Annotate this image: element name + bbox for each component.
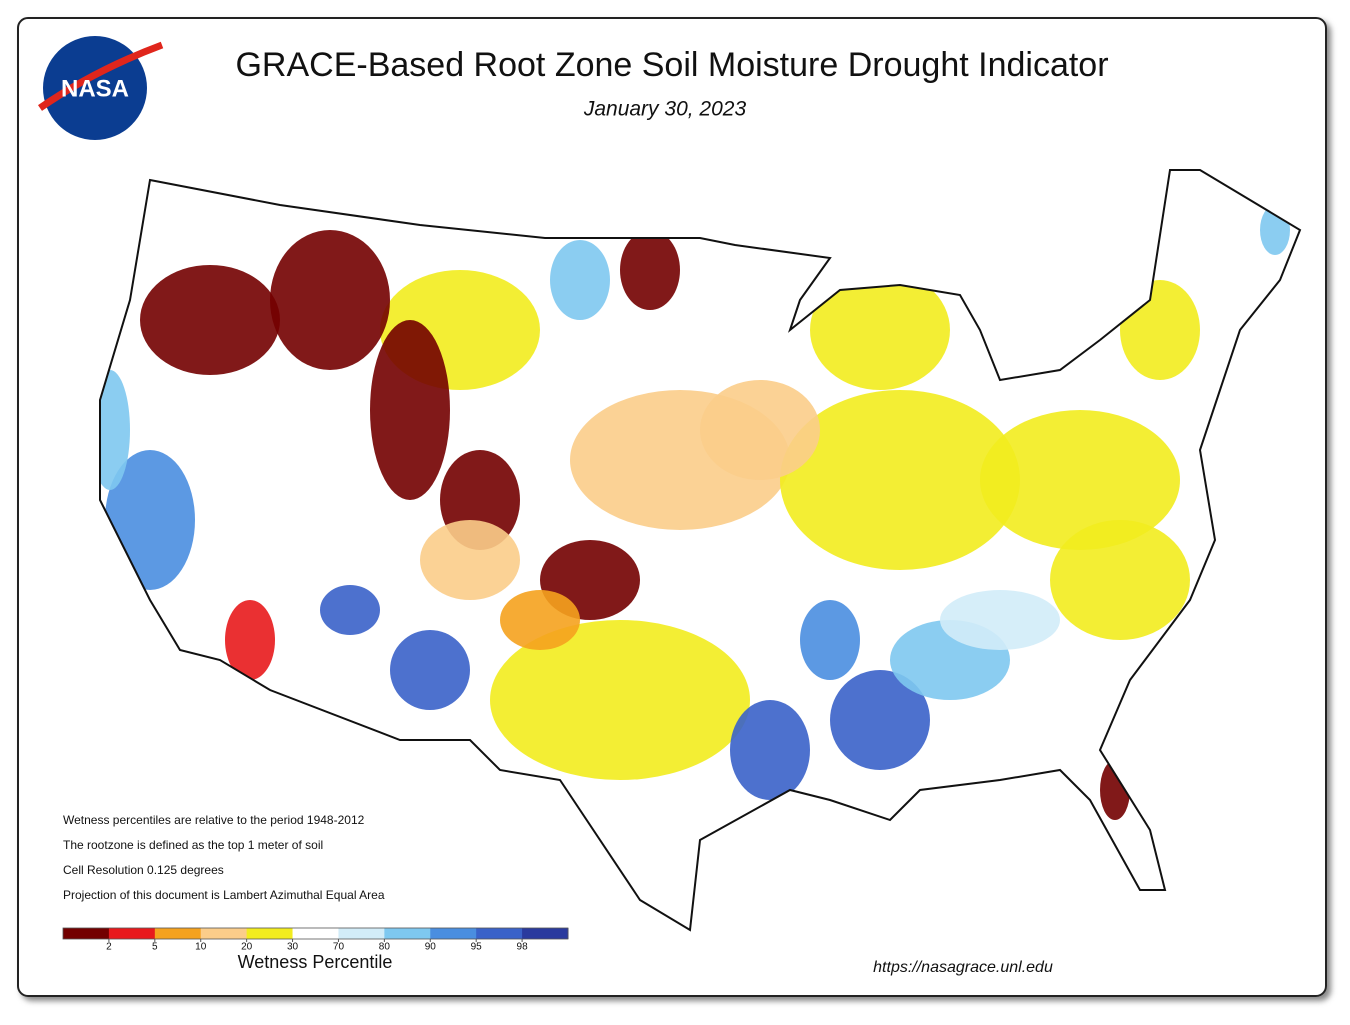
- legend-border: [62, 927, 569, 940]
- legend-tick-label: 70: [333, 942, 345, 953]
- notes: Wetness percentiles are relative to the …: [63, 813, 385, 902]
- moisture-patch: [780, 390, 1020, 570]
- moisture-patch: [390, 630, 470, 710]
- logo-swoosh: [38, 41, 164, 111]
- moisture-patch: [1050, 520, 1190, 640]
- legend-tick-label: 5: [152, 942, 158, 953]
- moisture-patch: [940, 590, 1060, 650]
- legend-tick-label: 2: [106, 942, 112, 953]
- moisture-patch: [100, 370, 130, 490]
- moisture-patch: [830, 670, 930, 770]
- legend-swatch: [476, 928, 523, 939]
- note: Cell Resolution 0.125 degrees: [63, 863, 224, 877]
- legend: 2 5 10 20 30 70 80 90 95 98: [62, 927, 569, 953]
- legend-tick-label: 90: [425, 942, 437, 953]
- title: GRACE-Based Root Zone Soil Moisture Drou…: [235, 46, 1108, 84]
- legend-swatch: [430, 928, 477, 939]
- legend-tick-label: 80: [379, 942, 391, 953]
- moisture-patch: [320, 585, 380, 635]
- legend-swatch: [338, 928, 385, 939]
- moisture-patch: [550, 240, 610, 320]
- legend-swatch: [200, 928, 248, 939]
- note: The rootzone is defined as the top 1 met…: [63, 838, 323, 852]
- moisture-patch: [800, 600, 860, 680]
- moisture-patch: [370, 320, 450, 500]
- legend-title: Wetness Percentile: [238, 952, 393, 972]
- legend-tick-label: 10: [195, 942, 207, 953]
- moisture-patch: [700, 380, 820, 480]
- legend-swatch: [154, 928, 202, 939]
- moisture-patch: [490, 620, 750, 780]
- moisture-patch: [810, 270, 950, 390]
- legend-swatch: [246, 928, 294, 939]
- legend-swatch: [384, 928, 431, 939]
- moisture-patch: [500, 590, 580, 650]
- legend-tick-label: 95: [471, 942, 483, 953]
- moisture-patch: [980, 410, 1180, 550]
- date: January 30, 2023: [583, 98, 747, 121]
- legend-swatch: [522, 928, 569, 939]
- legend-swatch: [108, 928, 156, 939]
- legend-swatch: [292, 928, 339, 939]
- moisture-patch: [140, 265, 280, 375]
- moisture-patch: [730, 700, 810, 800]
- source-url: https://nasagrace.unl.edu: [873, 959, 1053, 976]
- legend-tick-label: 20: [241, 942, 253, 953]
- moisture-patch: [620, 230, 680, 310]
- moisture-patch: [270, 230, 390, 370]
- moisture-patch: [420, 520, 520, 600]
- legend-tick-label: 98: [517, 942, 529, 953]
- moisture-patch: [225, 600, 275, 680]
- note: Projection of this document is Lambert A…: [63, 888, 385, 902]
- legend-tick-label: 30: [287, 942, 299, 953]
- note: Wetness percentiles are relative to the …: [63, 813, 365, 827]
- logo-text: NASA: [61, 75, 129, 102]
- legend-swatch: [63, 928, 110, 939]
